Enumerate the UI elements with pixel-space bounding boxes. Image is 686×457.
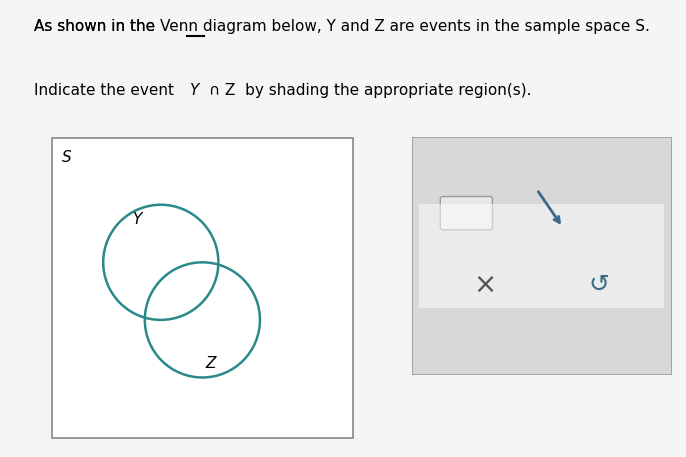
- Text: Z: Z: [206, 356, 216, 371]
- Text: ×: ×: [473, 271, 496, 298]
- Text: Y: Y: [189, 83, 198, 98]
- Text: ∩ Z  by shading the appropriate region(s).: ∩ Z by shading the appropriate region(s)…: [209, 83, 532, 98]
- Circle shape: [145, 262, 260, 377]
- Text: Indicate the event: Indicate the event: [34, 83, 179, 98]
- Text: As shown in the Venn diagram below, Y and Z are events in the sample space S.: As shown in the Venn diagram below, Y an…: [34, 19, 650, 34]
- Bar: [419, 204, 665, 308]
- FancyBboxPatch shape: [440, 197, 493, 230]
- Text: ↺: ↺: [589, 272, 610, 297]
- Text: Y: Y: [132, 212, 141, 227]
- Text: S: S: [62, 150, 71, 165]
- Polygon shape: [103, 205, 260, 377]
- Text: As shown in the: As shown in the: [34, 19, 161, 34]
